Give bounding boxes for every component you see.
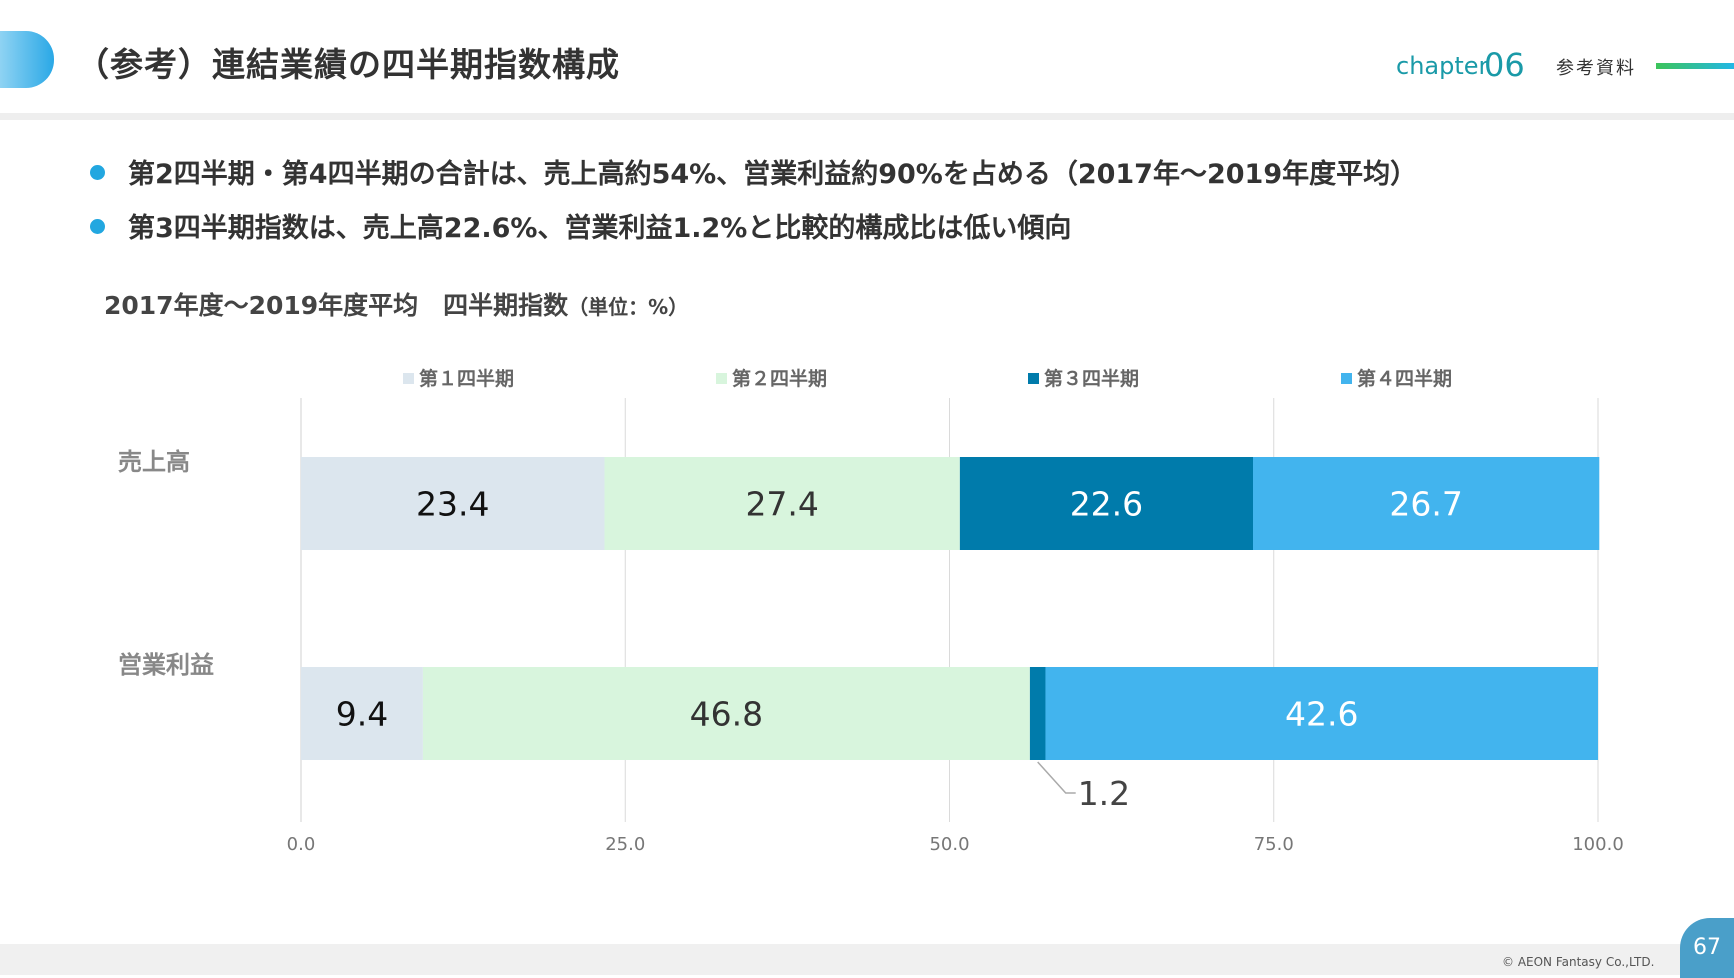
copyright: © AEON Fantasy Co.,LTD.: [1502, 955, 1655, 969]
chapter-number: 06: [1484, 46, 1525, 84]
footer-bar: [0, 944, 1734, 975]
bullet-text: 第2四半期・第4四半期の合計は、売上高約54%、営業利益約90%を占める（201…: [128, 159, 1418, 190]
chart-title: 2017年度～2019年度平均 四半期指数: [104, 291, 569, 320]
bullet-item: 第2四半期・第4四半期の合計は、売上高約54%、営業利益約90%を占める（201…: [88, 152, 1417, 206]
x-tick-label: 100.0: [1572, 834, 1624, 855]
category-label: 営業利益: [118, 651, 214, 679]
leader-line: [1037, 761, 1076, 794]
bullet-text: 第3四半期指数は、売上高22.6%、営業利益1.2%と比較的構成比は低い傾向: [128, 213, 1072, 244]
bar-segment: [422, 667, 1030, 760]
bar-segment: [959, 457, 1253, 550]
bar-segment: [1029, 667, 1046, 760]
category-label: 売上高: [118, 448, 190, 476]
bar-segment: [604, 457, 960, 550]
section-accent-bar: [1656, 63, 1734, 69]
x-tick-label: 0.0: [287, 834, 316, 855]
summary-bullets: 第2四半期・第4四半期の合計は、売上高約54%、営業利益約90%を占める（201…: [88, 152, 1417, 260]
data-label: 27.4: [745, 485, 818, 524]
chart-heading: 2017年度～2019年度平均 四半期指数（単位：%）: [104, 286, 688, 322]
chart-unit: （単位：%）: [568, 295, 689, 319]
x-tick-label: 25.0: [605, 834, 645, 855]
bullet-dot-icon: [90, 219, 105, 234]
data-label: 1.2: [1078, 774, 1130, 813]
legend-swatch: [716, 373, 727, 384]
legend-swatch: [403, 373, 414, 384]
data-label: 42.6: [1285, 695, 1358, 734]
data-label: 9.4: [336, 695, 388, 734]
x-tick-label: 75.0: [1254, 834, 1294, 855]
chapter-label: chapter: [1396, 52, 1489, 80]
bullet-dot-icon: [90, 165, 105, 180]
header: （参考）連結業績の四半期指数構成 chapter 06 参考資料: [0, 0, 1734, 120]
legend-label: 第２四半期: [732, 367, 827, 390]
bar-segment: [1252, 457, 1600, 550]
data-label: 23.4: [416, 485, 489, 524]
x-tick-label: 50.0: [929, 834, 969, 855]
legend-swatch: [1341, 373, 1352, 384]
header-accent-tab: [0, 31, 54, 88]
section-label: 参考資料: [1556, 58, 1636, 79]
page-number-badge: 67: [1680, 918, 1734, 978]
stacked-bar-chart: 0.0 25.0 50.0 75.0 100.0 第１四半期 第２四半期 第３四半期 第４四半期…: [118, 367, 1624, 855]
bar-segment: [301, 457, 605, 550]
legend-label: 第１四半期: [419, 367, 514, 390]
header-divider: [0, 113, 1734, 120]
legend-label: 第３四半期: [1044, 367, 1139, 390]
data-label: 22.6: [1070, 485, 1143, 524]
legend-label: 第４四半期: [1357, 367, 1452, 390]
bullet-item: 第3四半期指数は、売上高22.6%、営業利益1.2%と比較的構成比は低い傾向: [88, 206, 1417, 260]
page-title: （参考）連結業績の四半期指数構成: [76, 45, 620, 84]
data-label: 46.8: [690, 695, 763, 734]
bar-segment: [301, 667, 423, 760]
bar-segment: [1045, 667, 1598, 760]
data-label: 26.7: [1389, 485, 1462, 524]
legend-swatch: [1028, 373, 1039, 384]
